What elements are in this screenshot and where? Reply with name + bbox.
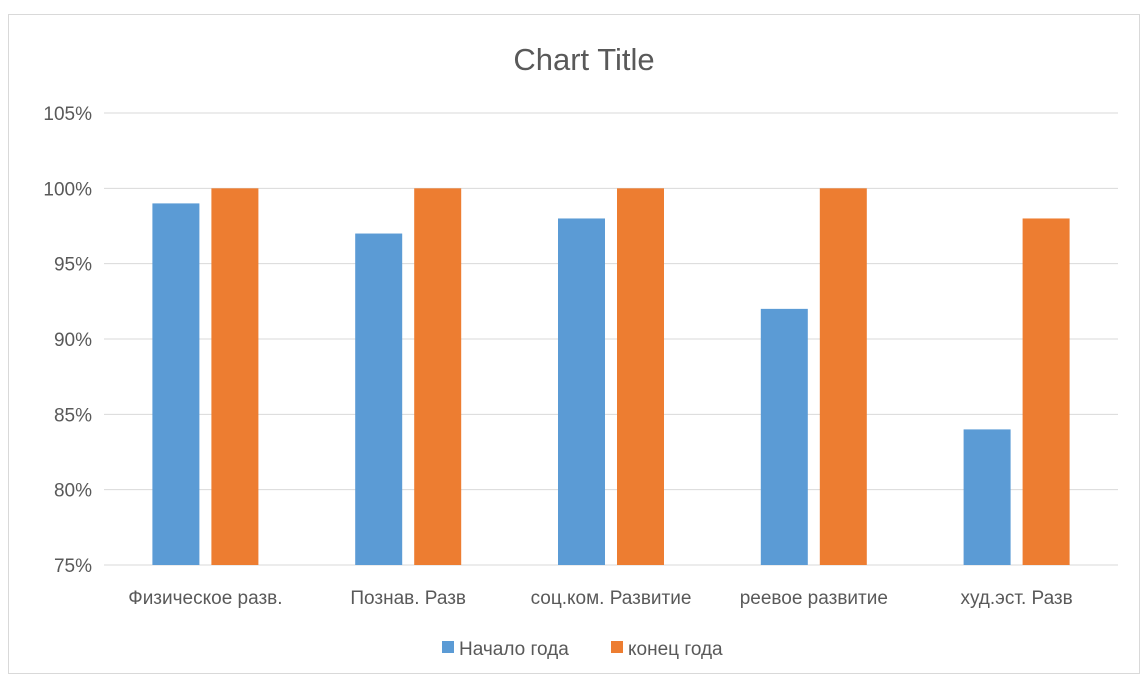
bar-series-2 <box>211 188 259 566</box>
legend-swatch <box>442 641 454 653</box>
y-axis-ticks: 75% 80% 85% 90% 95% 100% 105% <box>43 104 92 577</box>
x-tick-label: Познав. Разв <box>350 588 466 609</box>
x-axis-ticks: Физическое разв. Познав. Разв соц.ком. Раз… <box>128 588 1072 609</box>
legend: Начало года конец года <box>442 639 723 660</box>
bar-series-2 <box>617 188 664 566</box>
y-tick-label: 105% <box>43 104 92 125</box>
y-tick-label: 85% <box>54 405 92 426</box>
bar-series-1 <box>963 429 1011 565</box>
chart-title: Chart Title <box>513 42 654 77</box>
bar-series-1 <box>355 233 403 566</box>
x-tick-label: худ.эст. Разв <box>960 588 1072 609</box>
x-tick-label: Физическое разв. <box>128 588 282 609</box>
bar-series-1 <box>760 308 808 565</box>
y-tick-label: 80% <box>54 481 92 502</box>
y-tick-label: 100% <box>43 179 92 200</box>
y-tick-label: 90% <box>54 330 92 351</box>
legend-label: конец года <box>628 639 723 660</box>
gridlines <box>104 112 1118 566</box>
bar-series-2 <box>1022 218 1070 565</box>
x-tick-label: соц.ком. Развитие <box>531 588 692 609</box>
legend-swatch <box>611 641 623 653</box>
x-tick-label: реевое развитие <box>740 588 888 609</box>
bar-series-1 <box>558 218 605 565</box>
bar-series-2 <box>819 188 867 566</box>
bar-series-1 <box>152 203 200 565</box>
legend-label: Начало года <box>459 639 569 660</box>
y-tick-label: 75% <box>54 556 92 577</box>
bar-series-2 <box>414 188 462 566</box>
bars <box>152 188 1070 566</box>
y-tick-label: 95% <box>54 255 92 276</box>
